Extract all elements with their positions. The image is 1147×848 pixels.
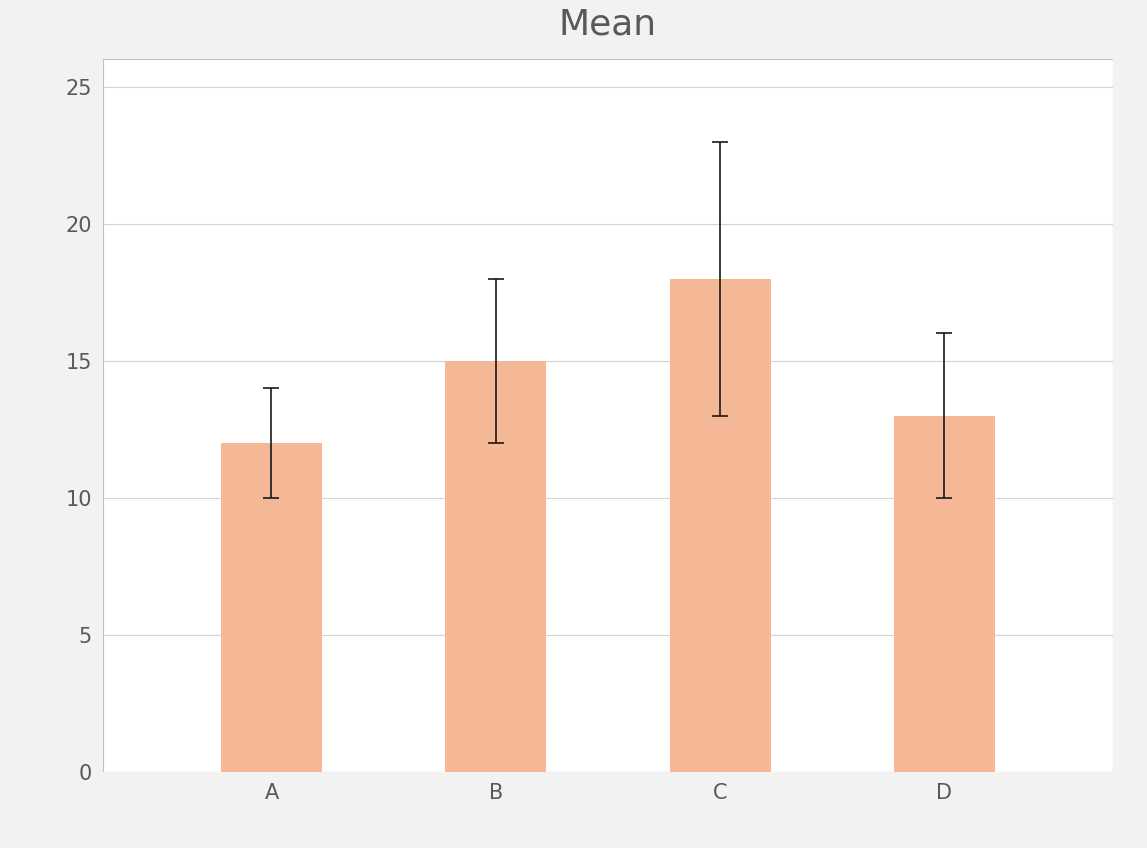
Bar [894,416,994,772]
Bar [103,59,1113,772]
Title: Mean: Mean [559,8,657,42]
Bar [670,278,771,772]
Bar [445,360,546,772]
Bar [221,443,322,772]
